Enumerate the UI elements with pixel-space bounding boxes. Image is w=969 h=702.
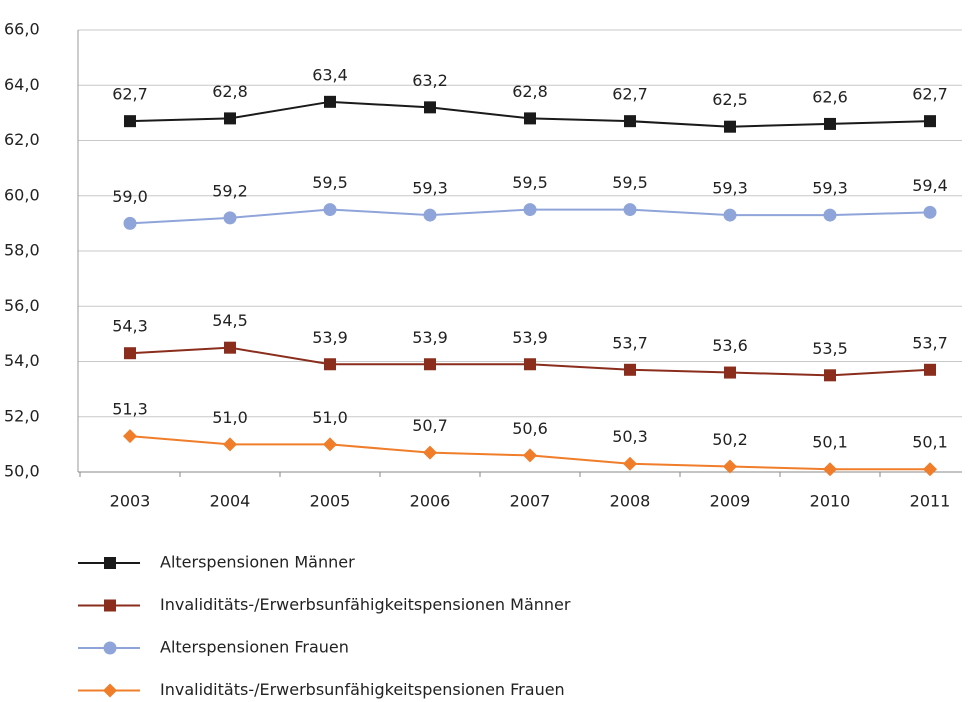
y-tick-label: 64,0 — [4, 75, 40, 94]
data-label: 53,9 — [312, 328, 348, 347]
data-label: 59,5 — [512, 173, 548, 192]
point — [623, 203, 637, 217]
legend-label: Alterspensionen Männer — [160, 553, 355, 572]
data-label: 50,1 — [912, 433, 948, 452]
y-tick-label: 50,0 — [4, 462, 40, 481]
legend-label: Invaliditäts-/Erwerbsunfähigkeitspension… — [160, 680, 565, 699]
data-label: 63,4 — [312, 65, 348, 84]
point — [224, 341, 236, 354]
data-label: 59,3 — [712, 179, 748, 198]
y-tick-label: 62,0 — [4, 130, 40, 149]
point — [724, 366, 736, 379]
x-tick-label: 2003 — [110, 492, 151, 511]
legend-marker — [103, 641, 117, 655]
data-label: 59,3 — [412, 179, 448, 198]
point — [323, 203, 337, 217]
point — [223, 437, 237, 452]
data-label: 53,9 — [512, 328, 548, 347]
data-label: 50,7 — [412, 416, 448, 435]
data-label: 62,7 — [612, 85, 648, 104]
y-tick-label: 56,0 — [4, 296, 40, 315]
data-label: 51,3 — [112, 400, 148, 419]
data-label: 59,3 — [812, 179, 848, 198]
point — [624, 115, 636, 128]
x-tick-label: 2010 — [810, 492, 851, 511]
data-label: 53,9 — [412, 328, 448, 347]
data-label: 54,3 — [112, 317, 148, 336]
y-tick-label: 66,0 — [4, 20, 40, 39]
point — [723, 208, 737, 222]
point — [124, 115, 136, 128]
data-label: 63,2 — [412, 71, 448, 90]
x-tick-label: 2008 — [610, 492, 651, 511]
data-label: 53,7 — [612, 333, 648, 352]
point — [724, 120, 736, 133]
data-label: 59,2 — [212, 181, 248, 200]
point — [824, 117, 836, 130]
data-label: 62,6 — [812, 87, 848, 106]
data-label: 53,5 — [812, 339, 848, 358]
data-label: 54,5 — [212, 311, 248, 330]
data-label: 51,0 — [212, 408, 248, 427]
data-label: 59,0 — [112, 187, 148, 206]
point — [323, 437, 337, 452]
legend-marker — [104, 557, 116, 569]
point — [423, 208, 437, 222]
y-tick-label: 54,0 — [4, 351, 40, 370]
data-label: 59,5 — [612, 173, 648, 192]
data-label: 59,4 — [912, 176, 948, 195]
data-label: 62,5 — [712, 90, 748, 109]
data-label: 50,1 — [812, 433, 848, 452]
y-tick-label: 52,0 — [4, 406, 40, 425]
point — [424, 101, 436, 114]
point — [823, 462, 837, 477]
point — [924, 115, 936, 128]
data-label: 62,8 — [512, 82, 548, 101]
legend-marker — [104, 599, 116, 612]
x-tick-label: 2009 — [710, 492, 751, 511]
point — [423, 445, 437, 460]
point — [124, 347, 136, 360]
point — [524, 112, 536, 125]
point — [324, 358, 336, 371]
point — [123, 429, 137, 444]
y-tick-label: 60,0 — [4, 185, 40, 204]
x-tick-label: 2005 — [310, 492, 351, 511]
point — [823, 208, 837, 222]
data-label: 53,7 — [912, 333, 948, 352]
point — [523, 203, 537, 217]
x-tick-label: 2004 — [210, 492, 251, 511]
point — [623, 456, 637, 471]
point — [924, 363, 936, 376]
data-label: 62,8 — [212, 82, 248, 101]
legend-label: Invaliditäts-/Erwerbsunfähigkeitspension… — [160, 595, 571, 614]
point — [624, 363, 636, 376]
point — [723, 459, 737, 474]
point — [523, 448, 537, 463]
data-label: 59,5 — [312, 173, 348, 192]
point — [923, 462, 937, 477]
point — [424, 358, 436, 371]
point — [223, 211, 237, 225]
data-label: 62,7 — [112, 85, 148, 104]
data-label: 62,7 — [912, 85, 948, 104]
x-tick-label: 2007 — [510, 492, 551, 511]
point — [123, 216, 137, 230]
data-label: 50,6 — [512, 419, 548, 438]
legend-label: Alterspensionen Frauen — [160, 638, 349, 657]
point — [324, 95, 336, 108]
data-label: 50,3 — [612, 427, 648, 446]
x-tick-label: 2006 — [410, 492, 451, 511]
x-tick-label: 2011 — [910, 492, 951, 511]
legend-marker — [103, 683, 117, 698]
y-tick-label: 58,0 — [4, 241, 40, 260]
point — [923, 205, 937, 219]
data-label: 53,6 — [712, 336, 748, 355]
data-label: 50,2 — [712, 430, 748, 449]
point — [224, 112, 236, 125]
point — [824, 369, 836, 382]
point — [524, 358, 536, 371]
data-label: 51,0 — [312, 408, 348, 427]
